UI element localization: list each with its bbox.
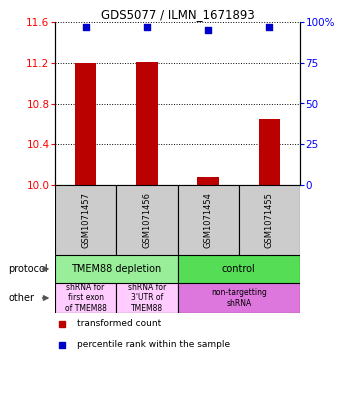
Text: GSM1071454: GSM1071454 xyxy=(204,192,212,248)
Bar xyxy=(116,283,177,313)
Bar xyxy=(198,177,219,185)
Point xyxy=(205,27,211,33)
Text: percentile rank within the sample: percentile rank within the sample xyxy=(77,340,230,349)
Text: shRNA for
3'UTR of
TMEM88: shRNA for 3'UTR of TMEM88 xyxy=(128,283,166,313)
Bar xyxy=(75,63,96,185)
Bar xyxy=(177,255,300,283)
Bar xyxy=(55,283,116,313)
Text: protocol: protocol xyxy=(8,264,48,274)
Text: shRNA for
first exon
of TMEM88: shRNA for first exon of TMEM88 xyxy=(65,283,106,313)
Point xyxy=(144,24,150,30)
Bar xyxy=(55,185,116,255)
Text: GSM1071457: GSM1071457 xyxy=(81,192,90,248)
Bar xyxy=(177,185,239,255)
Text: GSM1071456: GSM1071456 xyxy=(142,192,151,248)
Bar xyxy=(116,185,177,255)
Text: transformed count: transformed count xyxy=(77,319,161,328)
Bar xyxy=(55,255,177,283)
Bar xyxy=(136,62,158,185)
Text: GSM1071455: GSM1071455 xyxy=(265,192,274,248)
Bar xyxy=(259,119,280,185)
Text: control: control xyxy=(222,264,256,274)
Title: GDS5077 / ILMN_1671893: GDS5077 / ILMN_1671893 xyxy=(101,8,254,21)
Text: non-targetting
shRNA: non-targetting shRNA xyxy=(211,288,267,308)
Text: other: other xyxy=(8,293,34,303)
Point xyxy=(267,24,272,30)
Bar xyxy=(239,185,300,255)
Bar xyxy=(177,283,300,313)
Point xyxy=(83,24,88,30)
Text: TMEM88 depletion: TMEM88 depletion xyxy=(71,264,162,274)
